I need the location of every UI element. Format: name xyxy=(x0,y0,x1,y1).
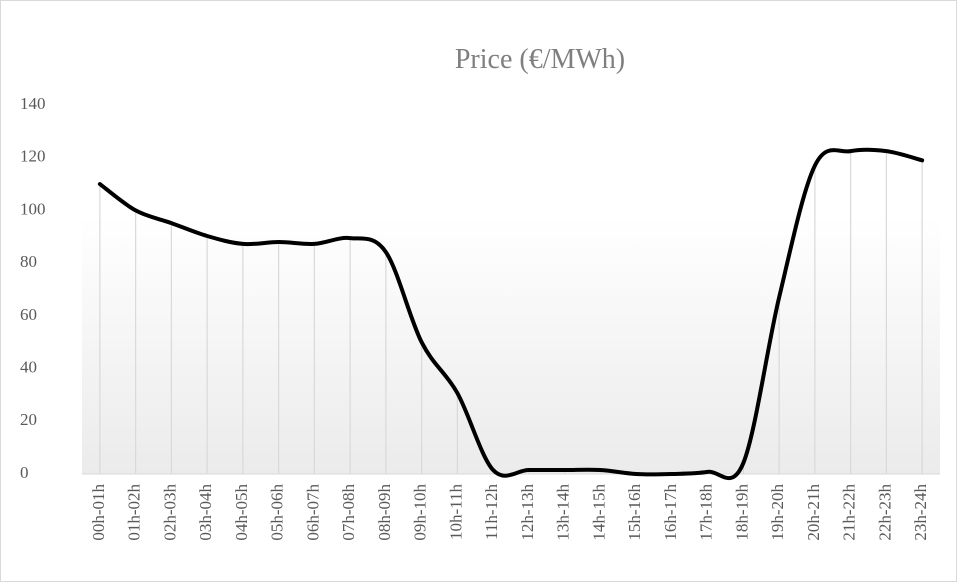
x-tick-label: 00h-01h xyxy=(89,484,108,541)
x-tick-label: 05h-06h xyxy=(268,484,287,541)
x-tick-label: 17h-18h xyxy=(697,484,716,541)
x-tick-label: 12h-13h xyxy=(518,484,537,541)
y-tick-label: 40 xyxy=(20,357,37,376)
x-tick-label: 20h-21h xyxy=(804,484,823,541)
x-tick-label: 08h-09h xyxy=(375,484,394,541)
y-tick-label: 20 xyxy=(20,410,37,429)
x-tick-label: 15h-16h xyxy=(625,484,644,541)
x-tick-label: 14h-15h xyxy=(589,484,608,541)
x-tick-label: 01h-02h xyxy=(125,484,144,541)
x-tick-label: 23h-24h xyxy=(911,484,930,541)
y-tick-label: 0 xyxy=(20,463,29,482)
x-tick-label: 16h-17h xyxy=(661,484,680,541)
chart-title: Price (€/MWh) xyxy=(455,44,625,75)
plot-area xyxy=(82,105,940,474)
line xyxy=(97,147,925,481)
x-tick-label: 07h-08h xyxy=(339,484,358,541)
x-tick-label: 22h-23h xyxy=(875,484,894,541)
x-tick-label: 02h-03h xyxy=(160,484,179,541)
x-tick-label: 09h-10h xyxy=(411,484,430,541)
x-tick-label: 13h-14h xyxy=(554,484,573,541)
grid xyxy=(82,151,940,475)
x-tick-label: 03h-04h xyxy=(196,484,215,541)
y-tick-label: 140 xyxy=(20,94,46,113)
y-tick-label: 100 xyxy=(20,199,46,218)
x-tick-label: 06h-07h xyxy=(303,484,322,541)
x-tick-label: 19h-20h xyxy=(768,484,787,541)
x-tick-label: 21h-22h xyxy=(840,484,859,541)
x-tick-label: 10h-11h xyxy=(446,484,465,541)
y-tick-label: 80 xyxy=(20,252,37,271)
x-tick-label: 18h-19h xyxy=(732,484,751,541)
x-tick-label: 11h-12h xyxy=(482,484,501,541)
y-tick-label: 120 xyxy=(20,147,46,166)
plot: 0 20 40 60 80 100 120 140 00h-01h 01h-02h 02h-03h 0… xyxy=(20,94,930,541)
x-tick-label: 04h-05h xyxy=(232,484,251,541)
y-tick-label: 60 xyxy=(20,305,37,324)
